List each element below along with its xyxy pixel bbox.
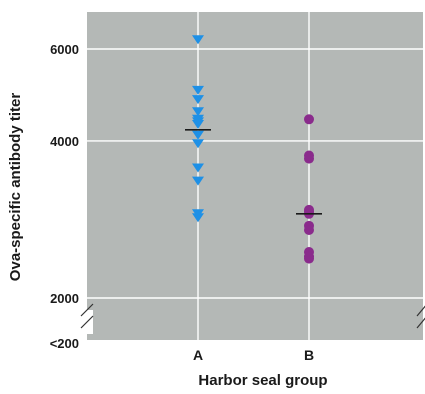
axis-break-mark [416,317,425,329]
data-point-triangle [192,139,204,149]
data-points [185,35,322,264]
axis-break-mark [80,303,94,317]
axis-break-mark [80,315,94,329]
grid [87,12,423,340]
x-tick-label: A [193,347,203,363]
data-point-triangle [192,85,204,95]
plot-area [87,12,423,340]
y-tick-label: 4000 [50,134,79,149]
axis-labels: Harbor seal group Ova-specific antibody … [7,93,328,389]
data-point-triangle [192,176,204,186]
data-point-triangle [192,35,204,45]
x-axis-label: Harbor seal group [198,372,327,389]
axis-break [80,303,425,334]
data-point-triangle [192,107,204,117]
data-point-triangle [192,163,204,173]
axes: 6000 4000 2000 <200 A B [50,42,314,363]
data-point-triangle [192,120,204,130]
y-tick-label: 6000 [50,42,79,57]
y-axis-label: Ova-specific antibody titer [7,93,24,282]
data-point-circle [304,224,314,235]
y-tick-label-break: <200 [50,336,79,351]
data-point-circle [304,153,314,164]
axis-break-mark [416,305,425,317]
data-point-triangle [192,95,204,105]
data-point-triangle [192,130,204,140]
data-point-circle [304,114,314,125]
data-point-triangle [192,213,204,223]
data-point-circle [304,253,314,264]
x-tick-label: B [304,347,314,363]
y-tick-label: 2000 [50,291,79,306]
